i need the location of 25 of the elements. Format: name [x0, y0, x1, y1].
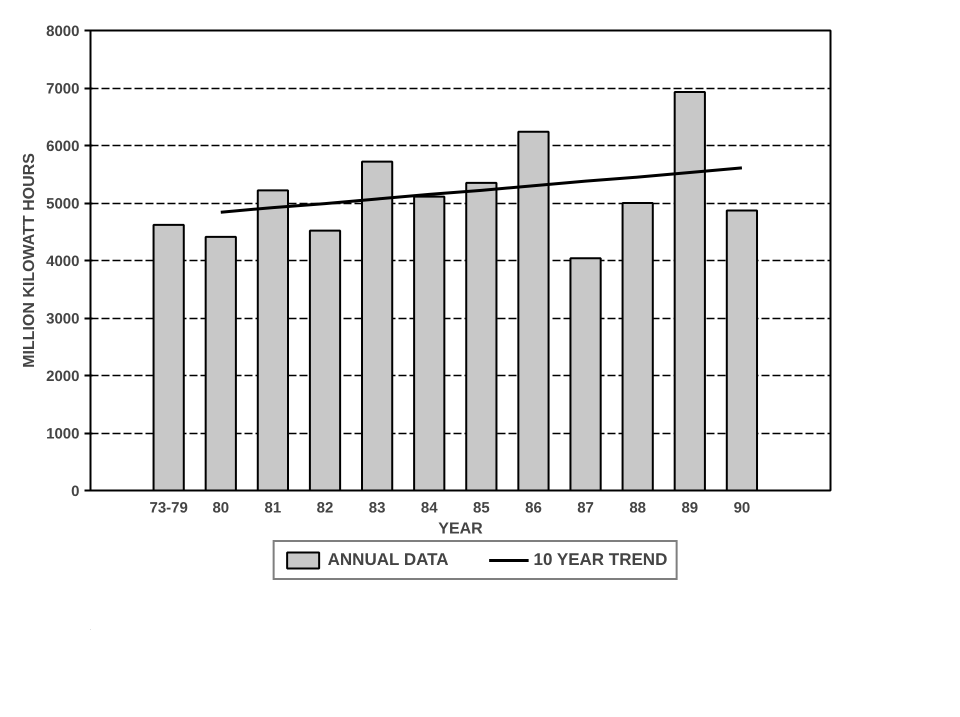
y-tick-label: 8000	[46, 23, 80, 40]
x-tick-label: 89	[681, 500, 698, 516]
legend-label: 10 YEAR TREND	[534, 550, 668, 570]
y-tick-label: 0	[71, 483, 80, 500]
y-tick-label: 2000	[46, 368, 80, 385]
legend-label: ANNUAL DATA	[328, 550, 449, 570]
y-axis-title: MILLION KILOWATT HOURS	[21, 152, 38, 368]
x-tick-label: 87	[577, 500, 594, 516]
x-tick-label: 83	[368, 500, 386, 516]
x-tick-label: 84	[420, 500, 438, 516]
x-tick-label: 90	[734, 500, 750, 516]
x-tick-label: 81	[264, 500, 282, 516]
x-tick-label: 86	[525, 500, 542, 516]
y-tick-label: 1000	[46, 426, 80, 442]
y-tick-label: 3000	[46, 310, 80, 328]
x-tick-label: 88	[629, 500, 646, 516]
x-axis-title: YEAR	[438, 520, 484, 538]
x-tick-label: 80	[212, 500, 230, 516]
y-tick-label: 5000	[46, 196, 80, 212]
x-tick-label: 82	[316, 500, 334, 516]
y-tick-label: 4000	[46, 253, 80, 270]
y-tick-label: 6000	[46, 138, 80, 155]
y-tick-label: 7000	[46, 80, 80, 98]
x-tick-label: 85	[473, 500, 490, 516]
x-tick-label: 73-79	[149, 500, 188, 516]
